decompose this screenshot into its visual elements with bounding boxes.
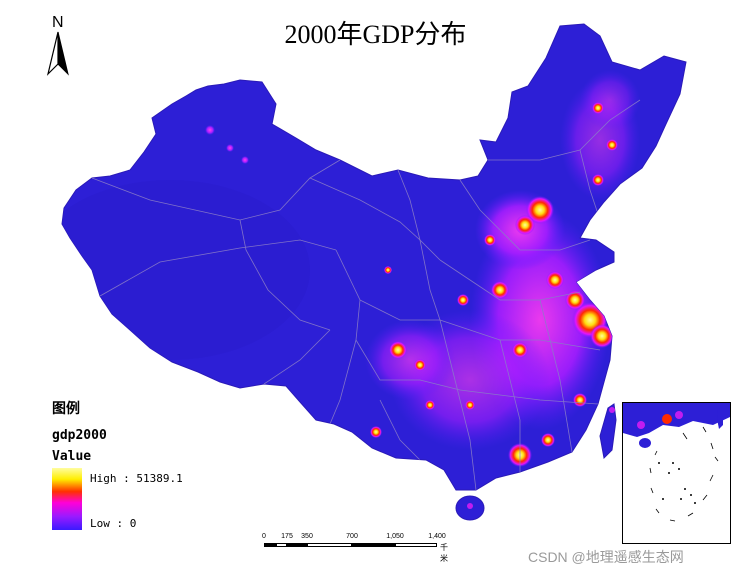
scale-segment bbox=[352, 543, 395, 547]
scale-segment bbox=[264, 543, 276, 547]
north-arrow-icon bbox=[46, 31, 69, 76]
scale-tick: 1,400 bbox=[428, 533, 446, 540]
scale-segment bbox=[287, 543, 307, 547]
inset-map bbox=[623, 403, 730, 522]
north-arrow-label: N bbox=[52, 14, 64, 31]
scale-tick: 175 bbox=[281, 533, 293, 540]
legend-low-label: Low : 0 bbox=[90, 517, 137, 530]
scale-segment bbox=[395, 543, 437, 547]
scale-tick: 1,050 bbox=[386, 533, 404, 540]
legend-heading: 图例 bbox=[52, 401, 80, 417]
legend-field-name: gdp2000 bbox=[52, 428, 107, 443]
map-legend: 图例 gdp2000 Value bbox=[52, 398, 252, 464]
scale-tick: 0 bbox=[262, 533, 266, 540]
map-title: 2000年GDP分布 bbox=[284, 20, 467, 49]
legend-high-label: High : 51389.1 bbox=[90, 472, 183, 485]
north-arrow: N bbox=[40, 14, 80, 80]
scale-bar: 0 175 350 700 1,050 1,400 千米 bbox=[262, 533, 452, 563]
watermark-credit: CSDN @地理遥感生态网 bbox=[528, 549, 684, 565]
scale-tick: 700 bbox=[346, 533, 358, 540]
province-boundaries bbox=[91, 99, 641, 490]
legend-value-label: Value bbox=[52, 449, 92, 464]
south-china-sea-inset bbox=[622, 402, 731, 544]
taiwan-island bbox=[599, 403, 617, 460]
scale-segment bbox=[307, 543, 352, 547]
legend-color-ramp bbox=[52, 468, 82, 530]
scale-segment bbox=[276, 543, 287, 547]
scale-tick: 350 bbox=[301, 533, 313, 540]
scale-unit: 千米 bbox=[440, 543, 448, 563]
